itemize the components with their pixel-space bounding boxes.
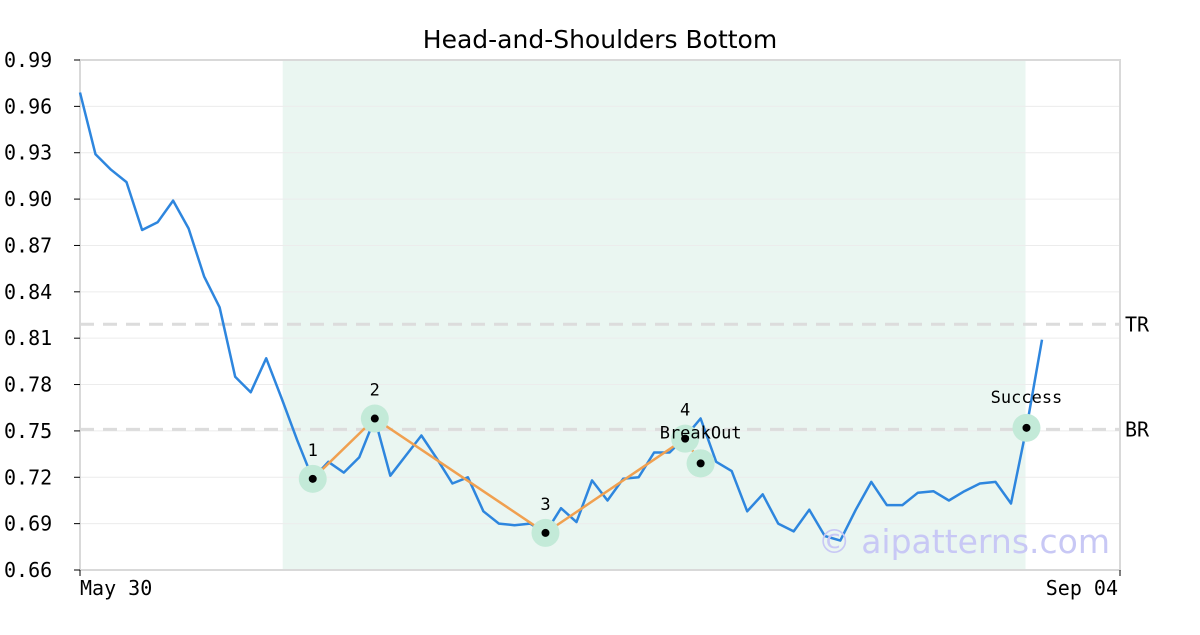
x-tick-label: May 30: [80, 576, 152, 600]
y-tick-label: 0.99: [4, 48, 52, 72]
price-line: [78, 92, 1044, 542]
level-label: BR: [1125, 417, 1150, 441]
chart-title: Head-and-Shoulders Bottom: [423, 25, 777, 54]
plot-frame: [79, 59, 1121, 571]
y-tick-label: 0.69: [4, 512, 52, 536]
y-tick-label: 0.84: [4, 280, 52, 304]
level-label: TR: [1125, 312, 1150, 336]
success-label: Success: [991, 388, 1063, 408]
pattern-point-dot: [308, 474, 317, 483]
y-tick-label: 0.96: [4, 94, 52, 118]
pattern-point-label: 4: [680, 401, 690, 421]
series-layer: [78, 92, 1044, 542]
pattern-point-dot: [370, 414, 379, 423]
pattern-point-dot: [681, 434, 690, 443]
y-tick-label: 0.90: [4, 187, 52, 211]
y-axis-ticks: 0.66 0.69 0.72 0.75 0.78 0.81 0.84 0.87 0.90 0.93…: [4, 48, 80, 582]
pattern-point-label: 1: [308, 441, 318, 461]
x-tick-label: Sep 04: [1046, 576, 1118, 600]
y-tick-label: 0.93: [4, 141, 52, 165]
pattern-point-label: 2: [370, 381, 380, 401]
pattern-point-dot: [541, 528, 550, 537]
y-tick-label: 0.78: [4, 373, 52, 397]
y-tick-label: 0.81: [4, 326, 52, 350]
marker-dot: [696, 459, 705, 468]
x-axis-ticks: May 30 Sep 04: [79, 570, 1121, 600]
watermark: © aipatterns.com: [818, 522, 1110, 561]
marker-dot: [1022, 423, 1031, 432]
breakout-label: BreakOut: [660, 423, 742, 443]
marker-layer: BreakOut Success: [660, 388, 1063, 478]
y-tick-label: 0.66: [4, 558, 52, 582]
level-layer: TR BR: [80, 312, 1150, 441]
y-tick-label: 0.72: [4, 465, 52, 489]
pattern-point-label: 3: [540, 495, 550, 515]
pattern-region: [282, 60, 1026, 570]
y-tick-label: 0.87: [4, 233, 52, 257]
y-tick-label: 0.75: [4, 419, 52, 443]
